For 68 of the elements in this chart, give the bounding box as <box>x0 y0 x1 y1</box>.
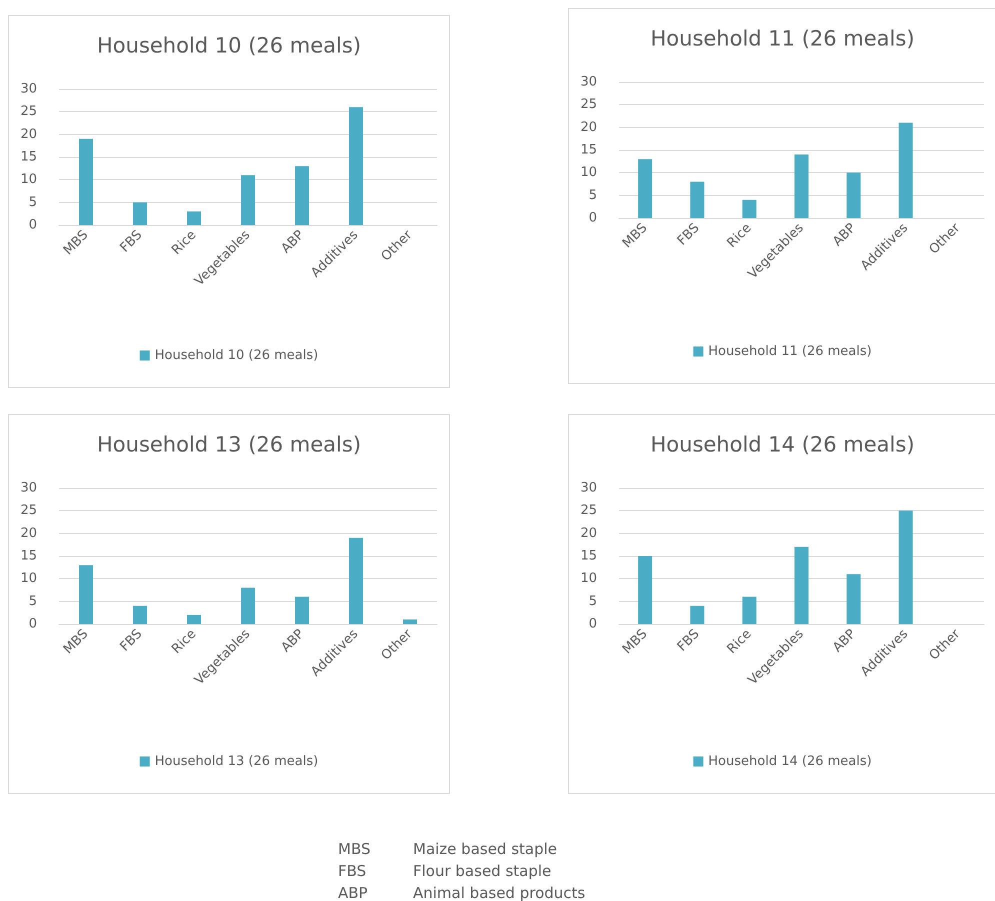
y-tick-label: 10 <box>580 165 597 180</box>
bar <box>690 606 704 624</box>
y-tick-label: 20 <box>580 526 597 541</box>
bar <box>403 619 417 624</box>
y-tick-label: 25 <box>20 104 37 120</box>
bar <box>898 122 913 218</box>
bar <box>742 200 756 218</box>
bar <box>133 202 147 225</box>
bar <box>295 596 309 624</box>
chart-title: Household 10 (26 meals) <box>96 34 362 58</box>
legend-label: Household 13 (26 meals) <box>154 754 318 769</box>
y-tick-label: 0 <box>588 616 597 632</box>
y-tick-label: 20 <box>580 120 597 135</box>
y-tick-label: 5 <box>28 194 37 210</box>
chart-title: Household 13 (26 meals) <box>96 432 362 456</box>
bar <box>742 596 756 624</box>
text: ABP Animal based products <box>338 884 586 901</box>
y-tick-label: 20 <box>20 126 37 142</box>
x-tick-label: FBS <box>674 626 703 655</box>
bar <box>79 138 93 225</box>
text: MBS Maize based staple <box>338 840 558 858</box>
bar <box>898 510 913 624</box>
y-tick-label: 10 <box>580 571 597 586</box>
bar <box>295 166 309 225</box>
y-tick-label: 25 <box>580 503 597 518</box>
y-tick-label: 5 <box>588 594 597 609</box>
bar <box>349 538 363 624</box>
y-tick-label: 30 <box>20 480 37 496</box>
y-tick-label: 25 <box>20 503 37 518</box>
y-tick-label: 10 <box>20 172 37 188</box>
x-tick-label: FBS <box>117 228 146 256</box>
legend-label: Household 10 (26 meals) <box>154 348 318 363</box>
chart-title: Household 14 (26 meals) <box>650 432 915 456</box>
legend-label: Household 11 (26 meals) <box>708 344 872 359</box>
bar <box>794 154 808 218</box>
bar <box>690 182 704 218</box>
y-tick-label: 30 <box>580 480 597 496</box>
bar <box>846 172 861 218</box>
bar <box>349 107 363 225</box>
x-tick-label: FBS <box>674 220 703 249</box>
x-tick-label: FBS <box>117 626 146 655</box>
legend-label: Household 14 (26 meals) <box>708 754 872 769</box>
y-tick-label: 0 <box>588 210 597 226</box>
y-tick-label: 0 <box>28 218 37 232</box>
y-tick-label: 0 <box>28 616 37 632</box>
bar <box>846 574 861 624</box>
y-tick-label: 25 <box>580 97 597 112</box>
bar <box>187 211 201 225</box>
y-tick-label: 15 <box>580 548 597 564</box>
bar <box>241 175 255 225</box>
y-tick-label: 30 <box>580 74 597 90</box>
y-tick-label: 15 <box>580 142 597 158</box>
y-tick-label: 15 <box>20 548 37 564</box>
bar <box>187 614 201 624</box>
chart-title: Household 11 (26 meals) <box>650 26 915 50</box>
y-tick-label: 10 <box>20 571 37 586</box>
y-tick-label: 5 <box>588 188 597 203</box>
bar <box>638 556 652 624</box>
bar <box>638 159 652 218</box>
bar <box>133 606 147 624</box>
text: FBS Flour based staple <box>338 862 552 880</box>
y-tick-label: 30 <box>20 82 37 96</box>
bar <box>241 588 255 624</box>
y-tick-label: 5 <box>28 594 37 609</box>
bar <box>794 546 808 624</box>
y-tick-label: 20 <box>20 526 37 541</box>
y-tick-label: 15 <box>20 150 37 164</box>
bar <box>79 565 93 624</box>
